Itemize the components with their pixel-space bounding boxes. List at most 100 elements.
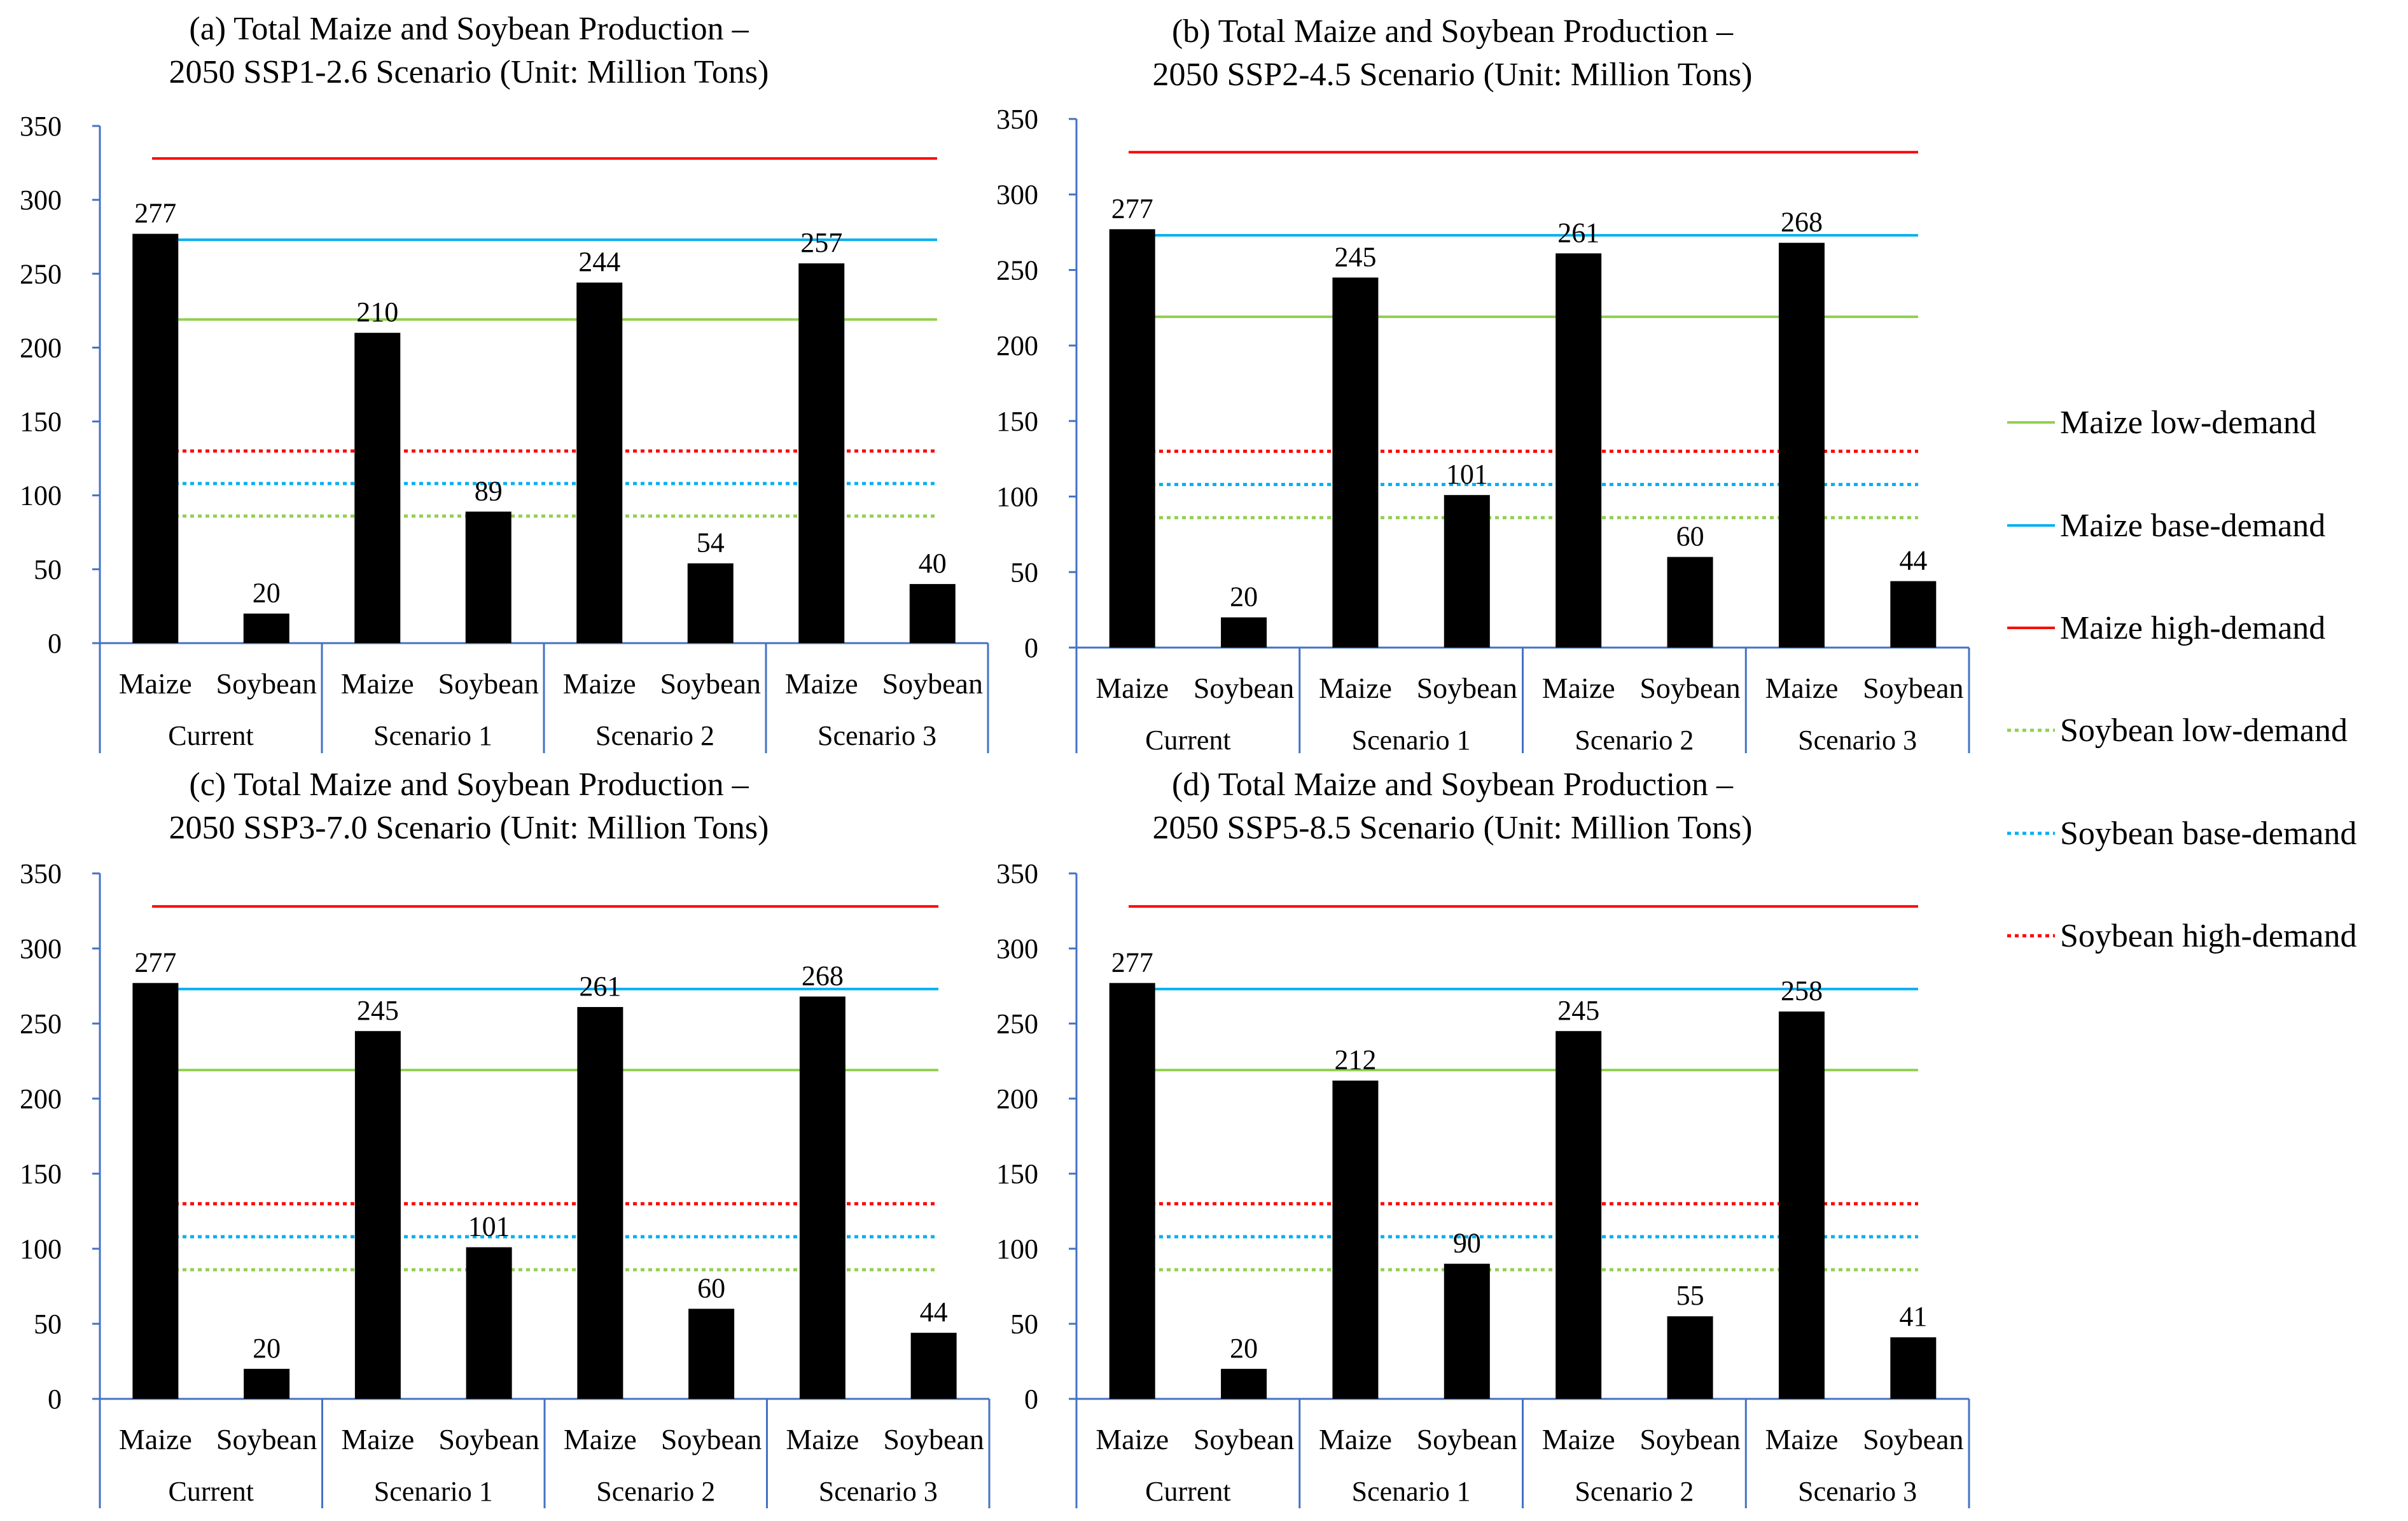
x-category-label: Maize bbox=[1542, 1423, 1615, 1455]
bar-current-soybean bbox=[243, 613, 289, 643]
x-category-label: Maize bbox=[564, 1423, 637, 1455]
y-tick-label: 150 bbox=[20, 406, 62, 438]
y-tick-label: 50 bbox=[34, 554, 62, 585]
x-category-label: Soybean bbox=[883, 1423, 984, 1455]
bar-scenario-3-soybean bbox=[1890, 581, 1937, 648]
x-group-label: Current bbox=[1145, 725, 1230, 756]
data-label: 60 bbox=[697, 1272, 725, 1303]
data-label: 55 bbox=[1676, 1280, 1704, 1311]
chart-panel-b: (b) Total Maize and Soybean Production –… bbox=[996, 13, 1970, 756]
x-group-label: Current bbox=[169, 1476, 254, 1507]
x-category-label: Maize bbox=[1765, 1423, 1838, 1455]
bar-current-maize bbox=[1109, 983, 1155, 1399]
data-label: 89 bbox=[475, 475, 503, 506]
x-category-label: Soybean bbox=[438, 667, 539, 700]
x-category-label: Maize bbox=[786, 1423, 859, 1455]
y-tick-label: 50 bbox=[1010, 1309, 1038, 1340]
x-category-label: Maize bbox=[785, 667, 858, 700]
bar-scenario-2-soybean bbox=[1667, 1316, 1713, 1399]
y-tick-label: 0 bbox=[48, 1384, 62, 1415]
y-tick-label: 200 bbox=[20, 1083, 62, 1115]
bar-scenario-1-soybean bbox=[466, 1247, 512, 1399]
data-label: 212 bbox=[1334, 1045, 1376, 1076]
chart-title-line1: (b) Total Maize and Soybean Production – bbox=[1172, 13, 1734, 50]
data-label: 261 bbox=[579, 971, 621, 1002]
x-category-label: Maize bbox=[1542, 672, 1615, 704]
chart-title-line2: 2050 SSP5-8.5 Scenario (Unit: Million To… bbox=[1153, 810, 1753, 846]
x-category-label: Maize bbox=[341, 1423, 414, 1455]
y-tick-label: 150 bbox=[20, 1158, 62, 1190]
bar-scenario-3-soybean bbox=[910, 1333, 957, 1399]
x-group-label: Scenario 1 bbox=[374, 1476, 493, 1507]
legend-label: Soybean base-demand bbox=[2060, 816, 2356, 852]
x-group-label: Scenario 1 bbox=[1352, 1476, 1471, 1507]
y-tick-label: 150 bbox=[996, 406, 1038, 437]
data-label: 277 bbox=[134, 947, 176, 978]
y-tick-label: 100 bbox=[20, 480, 62, 511]
chart-title-line2: 2050 SSP1-2.6 Scenario (Unit: Million To… bbox=[169, 54, 769, 90]
x-category-label: Soybean bbox=[1194, 1423, 1294, 1455]
legend-label: Maize low-demand bbox=[2060, 405, 2316, 441]
x-category-label: Maize bbox=[341, 667, 414, 700]
bar-scenario-1-maize bbox=[354, 333, 401, 643]
x-group-label: Scenario 3 bbox=[1798, 1476, 1917, 1507]
data-label: 20 bbox=[1230, 1333, 1258, 1364]
bar-scenario-3-soybean bbox=[1890, 1337, 1937, 1399]
chart-title-line2: 2050 SSP3-7.0 Scenario (Unit: Million To… bbox=[169, 810, 769, 846]
y-tick-label: 50 bbox=[1010, 557, 1038, 588]
x-category-label: Soybean bbox=[661, 1423, 762, 1455]
chart-title-line2: 2050 SSP2-4.5 Scenario (Unit: Million To… bbox=[1153, 57, 1753, 93]
data-label: 244 bbox=[578, 246, 620, 277]
x-group-label: Current bbox=[168, 720, 253, 751]
x-group-label: Scenario 1 bbox=[373, 720, 492, 751]
x-group-label: Scenario 2 bbox=[1575, 1476, 1694, 1507]
data-label: 245 bbox=[1334, 241, 1376, 272]
bar-current-soybean bbox=[244, 1368, 290, 1399]
data-label: 40 bbox=[919, 548, 947, 579]
y-tick-label: 350 bbox=[20, 111, 62, 142]
data-label: 277 bbox=[1111, 193, 1153, 224]
x-category-label: Soybean bbox=[1194, 672, 1294, 704]
bar-scenario-1-maize bbox=[1332, 277, 1379, 648]
data-label: 20 bbox=[253, 578, 281, 609]
y-tick-label: 300 bbox=[20, 184, 62, 216]
data-label: 44 bbox=[920, 1296, 948, 1328]
chart-title-line1: (a) Total Maize and Soybean Production – bbox=[189, 11, 749, 47]
x-category-label: Soybean bbox=[882, 667, 983, 700]
bar-scenario-2-maize bbox=[1555, 253, 1602, 648]
y-tick-label: 200 bbox=[996, 1083, 1038, 1115]
data-label: 210 bbox=[356, 296, 398, 328]
chart-panel-d: (d) Total Maize and Soybean Production –… bbox=[996, 767, 1970, 1508]
chart-title-line1: (c) Total Maize and Soybean Production – bbox=[189, 767, 749, 803]
bar-scenario-3-maize bbox=[798, 263, 845, 643]
x-group-label: Scenario 2 bbox=[595, 720, 714, 751]
x-category-label: Maize bbox=[1319, 1423, 1392, 1455]
x-category-label: Maize bbox=[1096, 1423, 1169, 1455]
y-tick-label: 300 bbox=[20, 933, 62, 964]
bar-scenario-3-maize bbox=[1778, 1011, 1825, 1399]
y-tick-label: 100 bbox=[996, 1233, 1038, 1265]
data-label: 90 bbox=[1453, 1228, 1481, 1259]
chart-panel-a: (a) Total Maize and Soybean Production –… bbox=[20, 11, 989, 753]
y-tick-label: 300 bbox=[996, 179, 1038, 211]
y-tick-label: 0 bbox=[1024, 1384, 1038, 1415]
x-group-label: Scenario 1 bbox=[1352, 725, 1471, 756]
data-label: 101 bbox=[468, 1211, 510, 1242]
y-tick-label: 350 bbox=[996, 858, 1038, 889]
bar-current-maize bbox=[132, 983, 179, 1399]
legend: Maize low-demand Maize base-demand Maize h… bbox=[2007, 405, 2356, 954]
y-tick-label: 250 bbox=[996, 1008, 1038, 1039]
y-tick-label: 350 bbox=[20, 858, 62, 889]
bar-scenario-2-maize bbox=[577, 1007, 623, 1399]
x-category-label: Soybean bbox=[1417, 1423, 1517, 1455]
bar-scenario-2-maize bbox=[576, 282, 623, 643]
y-tick-label: 150 bbox=[996, 1158, 1038, 1190]
chart-title-line1: (d) Total Maize and Soybean Production – bbox=[1172, 767, 1734, 803]
legend-label: Soybean low-demand bbox=[2060, 712, 2348, 749]
y-tick-label: 0 bbox=[48, 628, 62, 659]
data-label: 101 bbox=[1446, 459, 1488, 490]
y-tick-label: 100 bbox=[20, 1233, 62, 1265]
y-tick-label: 50 bbox=[34, 1309, 62, 1340]
bar-current-soybean bbox=[1221, 1368, 1267, 1399]
data-label: 277 bbox=[134, 198, 176, 229]
